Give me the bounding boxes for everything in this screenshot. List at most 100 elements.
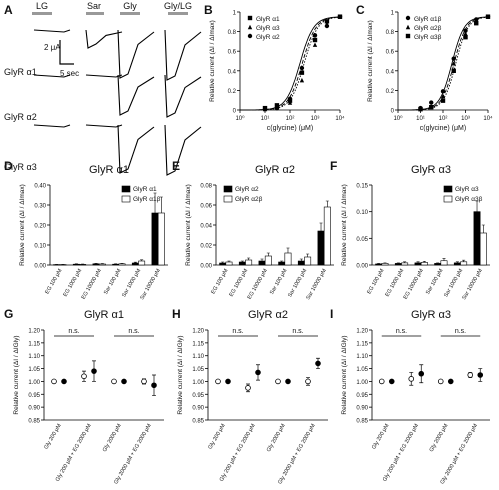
y-tick-label: 0.08	[200, 184, 212, 190]
y-tick-label: 1.00	[356, 380, 368, 386]
y-tick-label: 1	[391, 11, 395, 17]
significance-label: n.s.	[232, 328, 243, 335]
data-point	[225, 378, 231, 385]
category-label: Gly 200 μM	[43, 423, 63, 451]
legend-label: GlyR α3β	[414, 34, 442, 41]
y-tick-label: 0.8	[228, 30, 237, 36]
scale-time-label: 5 sec	[60, 69, 79, 78]
y-tick-label: 0.06	[200, 204, 212, 210]
data-point	[275, 378, 281, 385]
y-tick-label: 0.95	[192, 393, 204, 399]
y-tick-label: 1.05	[28, 367, 40, 373]
error-bar	[462, 259, 466, 262]
category-label: Gly 200 μM	[371, 423, 391, 451]
bar	[245, 259, 253, 266]
y-tick-label: 0.00	[200, 264, 212, 270]
data-point	[141, 378, 147, 385]
legend-marker	[247, 15, 253, 21]
data-point	[451, 61, 456, 66]
bar	[317, 230, 325, 266]
y-tick-label: 1.20	[192, 329, 204, 335]
data-point	[474, 21, 479, 26]
y-tick-label: 0	[233, 109, 237, 115]
category-label: Gly 200 μM	[207, 423, 227, 451]
bar	[401, 262, 409, 266]
error-bar	[455, 261, 459, 263]
data-point	[378, 378, 385, 385]
legend-marker	[405, 15, 411, 21]
bar	[460, 261, 468, 266]
data-point	[429, 100, 434, 105]
y-tick-label: 0.10	[356, 210, 368, 216]
data-point	[485, 14, 491, 19]
trace-header: Sar	[87, 1, 101, 11]
data-point	[312, 33, 318, 38]
bar	[131, 262, 139, 266]
chart-panel-c: C 0 0.2 0.4 0.6 0.8 1 Relative current (ΔI / ΔI…	[356, 3, 493, 132]
y-tick-label: 1.05	[356, 367, 368, 373]
category-label: EG 100 μM	[44, 268, 63, 296]
significance-label: n.s.	[292, 328, 303, 335]
fit-curve	[240, 16, 341, 111]
y-tick-label: 0.15	[356, 184, 368, 190]
legend-label: GlyR α3	[455, 186, 479, 193]
significance-label: n.s.	[455, 328, 466, 335]
legend-label: GlyR α2	[256, 34, 280, 41]
category-label: Sar 1000 μM	[121, 268, 142, 299]
bar	[440, 260, 448, 266]
current-trace	[164, 29, 202, 81]
data-point	[305, 378, 311, 385]
y-tick-label: 1.00	[28, 380, 40, 386]
data-point	[255, 369, 261, 376]
current-trace	[117, 124, 155, 174]
current-trace	[33, 124, 71, 128]
error-bar	[153, 192, 157, 213]
data-point	[315, 360, 321, 367]
y-tick-label: 0.4	[386, 69, 395, 75]
data-point	[437, 378, 444, 385]
category-label: EG 1000 μM	[229, 268, 250, 298]
current-trace	[85, 124, 123, 128]
y-tick-label: 0.6	[386, 50, 395, 56]
y-tick-label: 0.95	[28, 393, 40, 399]
data-point	[463, 28, 468, 33]
y-axis-label: Relative current (ΔI / ΔImax)	[341, 184, 348, 266]
x-tick-label: 10²	[439, 116, 448, 122]
error-bar	[403, 261, 407, 263]
y-tick-label: 0.95	[356, 393, 368, 399]
y-tick-label: 0.4	[228, 69, 237, 75]
data-point	[274, 105, 280, 111]
y-tick-label: 0.04	[200, 224, 212, 230]
x-tick-label: 10⁰	[235, 115, 245, 122]
bar	[118, 263, 126, 266]
x-tick-label: 10¹	[261, 116, 270, 122]
y-tick-label: 1.15	[192, 341, 204, 347]
category-label: Gly 200 μM + EG 2000 μM	[382, 423, 420, 483]
significance-label: n.s.	[128, 328, 139, 335]
error-bar	[227, 260, 231, 262]
legend-label: GlyR α3	[256, 25, 280, 32]
current-trace	[33, 29, 71, 33]
y-tick-label: 0.40	[34, 184, 46, 190]
chart-title: GlyR α1	[89, 164, 129, 176]
data-point	[215, 378, 221, 385]
bar	[284, 252, 292, 266]
bar	[92, 263, 100, 266]
y-axis-label: Relative current (ΔI / ΔImax)	[19, 184, 26, 266]
x-tick-label: 10⁴	[335, 115, 345, 122]
y-axis-label: Relative current (ΔI / ΔIGly)	[13, 335, 20, 414]
x-tick-label: 10¹	[416, 116, 425, 122]
error-bar	[442, 258, 446, 261]
error-bar	[140, 259, 144, 261]
y-tick-label: 1.10	[28, 354, 40, 360]
data-point	[285, 378, 291, 385]
data-point	[388, 378, 395, 385]
bar	[157, 212, 165, 266]
y-tick-label: 0.02	[200, 244, 212, 250]
error-bar	[475, 200, 479, 212]
y-tick-label: 1.15	[28, 341, 40, 347]
data-point	[324, 23, 330, 29]
panel-letter: I	[330, 307, 333, 321]
bar	[375, 263, 383, 266]
data-point	[51, 378, 57, 385]
